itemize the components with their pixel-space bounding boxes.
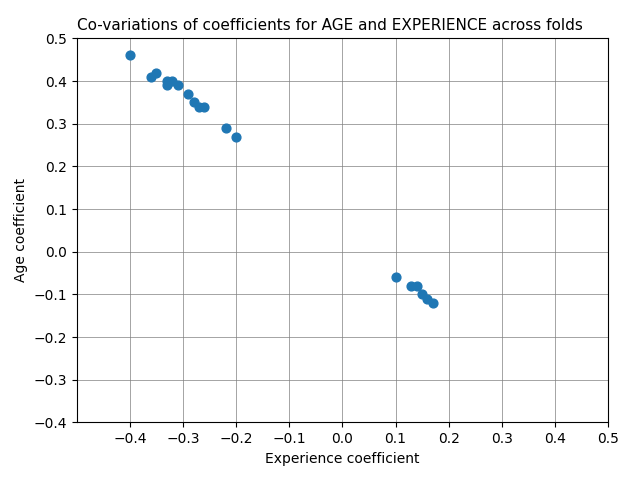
- Point: [189, 98, 199, 106]
- Point: [231, 132, 241, 140]
- Point: [412, 282, 422, 290]
- Point: [125, 52, 135, 60]
- Point: [183, 90, 193, 98]
- Point: [199, 103, 209, 110]
- Point: [422, 295, 433, 302]
- Point: [173, 82, 183, 89]
- Point: [406, 282, 417, 290]
- Point: [152, 69, 162, 76]
- Point: [162, 82, 172, 89]
- Point: [220, 124, 230, 132]
- Point: [162, 77, 172, 85]
- Point: [390, 274, 401, 281]
- Y-axis label: Age coefficient: Age coefficient: [14, 179, 28, 282]
- Point: [428, 299, 438, 307]
- Point: [167, 77, 177, 85]
- X-axis label: Experience coefficient: Experience coefficient: [265, 452, 420, 466]
- Text: Co-variations of coefficients for AGE and EXPERIENCE across folds: Co-variations of coefficients for AGE an…: [77, 18, 582, 33]
- Point: [194, 103, 204, 110]
- Point: [146, 73, 156, 81]
- Point: [417, 290, 428, 298]
